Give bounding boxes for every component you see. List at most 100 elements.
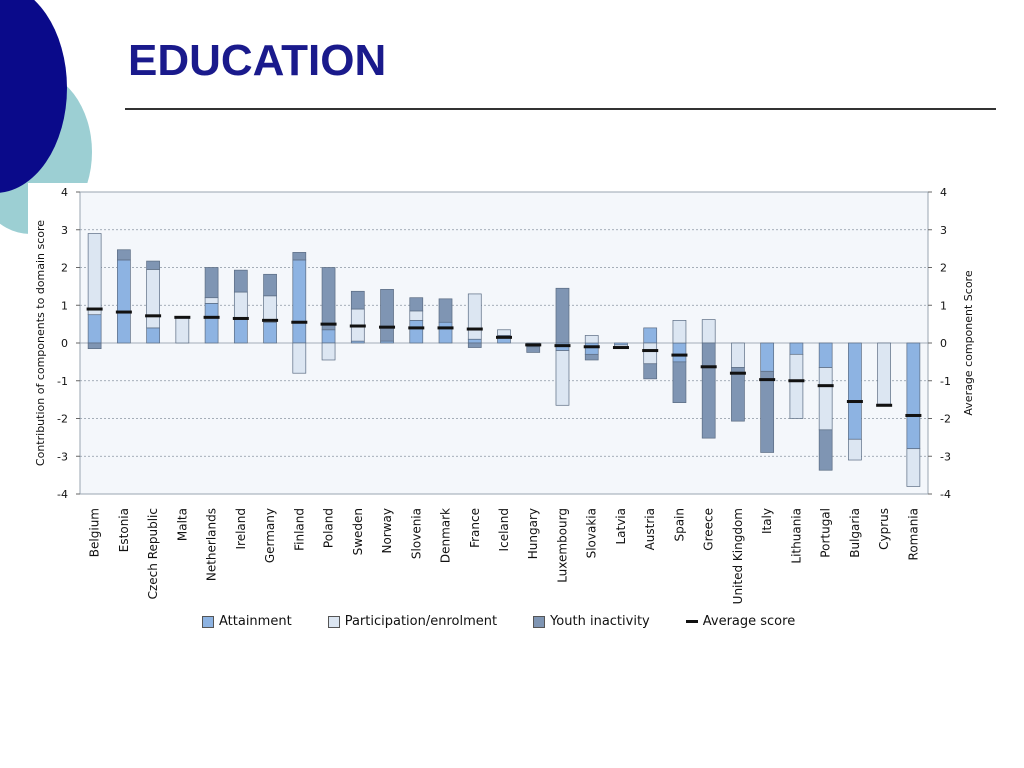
bar-segment-participation [731,342,745,368]
category-label: Slovakia [585,508,599,558]
average-score-marker [817,384,834,388]
bar-segment-attainment [409,320,424,344]
bar-segment-attainment [467,338,482,344]
bar-segment-youth-inactivity [350,290,365,310]
bar-segment-attainment [292,259,307,344]
legend-label-youth-inactivity: Youth inactivity [550,614,650,629]
category-label: Malta [175,508,189,541]
navy-circle-shape [0,0,67,193]
bar-segment-attainment [643,327,658,344]
bar-segment-participation [175,316,190,344]
y-tick-label-left: 0 [61,337,68,350]
bar-segment-participation [204,297,219,304]
category-label: Slovenia [409,508,423,559]
y-tick-label-right: 4 [940,186,947,199]
y-tick-label-left: -2 [57,413,68,426]
average-score-marker [145,314,162,318]
bar-segment-attainment [263,321,277,344]
bar-segment-youth-inactivity [701,342,716,439]
category-label: Hungary [526,508,540,559]
legend-item-youth-inactivity: Youth inactivity [533,614,650,629]
bar-segment-attainment [789,342,804,355]
bar-segment-youth-inactivity [760,370,775,453]
average-score-marker [671,353,688,357]
bar-segment-youth-inactivity [321,267,336,331]
average-score-marker [349,324,366,328]
bar-segment-youth-inactivity [467,342,482,348]
bar-segment-attainment [321,329,336,344]
category-label: Latvia [614,508,628,545]
bar-segment-attainment [672,342,687,363]
bar-segment-youth-inactivity [643,363,658,380]
bar-segment-youth-inactivity [87,342,102,350]
category-label: Bulgaria [848,508,862,558]
bar-segment-attainment [87,314,102,344]
category-label: Belgium [88,508,102,557]
category-label: United Kingdom [731,508,745,604]
average-score-marker [408,326,425,330]
y-tick-label-left: 4 [61,186,68,199]
bar-segment-attainment [818,342,833,368]
category-label: Germany [263,508,277,563]
bar-segment-youth-inactivity [731,367,745,422]
y-tick-label-right: -3 [940,450,951,463]
bar-segment-participation [87,233,102,316]
category-label: Cyprus [877,508,891,550]
legend-item-average-score: Average score [685,614,795,629]
bar-segment-youth-inactivity [380,289,394,342]
y-tick-label-right: 1 [940,299,947,312]
bar-segment-youth-inactivity [233,269,248,293]
bar-segment-attainment [438,321,453,344]
average-score-marker [554,344,571,348]
category-label: Norway [380,508,394,554]
average-score-marker [320,322,337,326]
bar-segment-participation [409,310,424,321]
category-label: Czech Republic [146,508,160,599]
y-tick-label-left: -4 [57,488,68,501]
bar-segment-attainment [760,342,775,372]
category-label: France [468,508,482,548]
bar-segment-youth-inactivity [672,361,687,403]
bar-segment-participation [263,295,277,323]
bar-segment-participation [467,293,482,340]
bar-segment-youth-inactivity [555,287,570,344]
bar-segment-attainment [848,342,862,440]
category-label: Greece [702,508,716,551]
bar-segment-participation [321,342,336,361]
category-label: Lithuania [789,508,803,564]
participation-swatch-icon [327,615,340,628]
y-axis-title-left: Contribution of components to domain sco… [34,220,47,466]
y-axis-title-right: Average component Score [962,270,975,415]
average-score-marker [700,365,717,369]
y-tick-label-right: -1 [940,375,951,388]
bar-segment-youth-inactivity [438,298,453,323]
average-score-marker [876,403,893,407]
bar-segment-participation [555,350,570,406]
slide-title: EDUCATION [128,36,387,85]
average-score-marker [466,327,483,331]
y-tick-label-left: 1 [61,299,68,312]
average-score-marker [262,318,279,322]
category-label: Poland [322,508,336,548]
youth-inactivity-swatch-icon [533,615,546,628]
average-score-marker [496,335,512,339]
y-tick-label-left: 2 [61,262,68,275]
category-label: Portugal [819,508,833,558]
average-score-marker [759,378,776,382]
bar-segment-youth-inactivity [117,249,131,261]
average-score-marker [729,371,746,375]
average-score-marker [174,315,191,319]
attainment-swatch-icon [202,615,214,628]
average-score-marker [437,326,454,330]
legend-item-participation: Participation/enrolment [327,614,497,629]
y-tick-label-left: 3 [61,224,68,237]
bar-segment-participation [584,335,599,344]
bar-segment-participation [292,342,307,374]
category-label: Ireland [234,508,248,550]
average-score-marker [291,320,308,324]
bar-segment-participation [906,448,921,487]
bar-segment-participation [877,342,891,405]
bar-segment-youth-inactivity [818,429,833,471]
category-label: Denmark [439,508,453,563]
legend-item-attainment: Attainment [202,614,292,629]
